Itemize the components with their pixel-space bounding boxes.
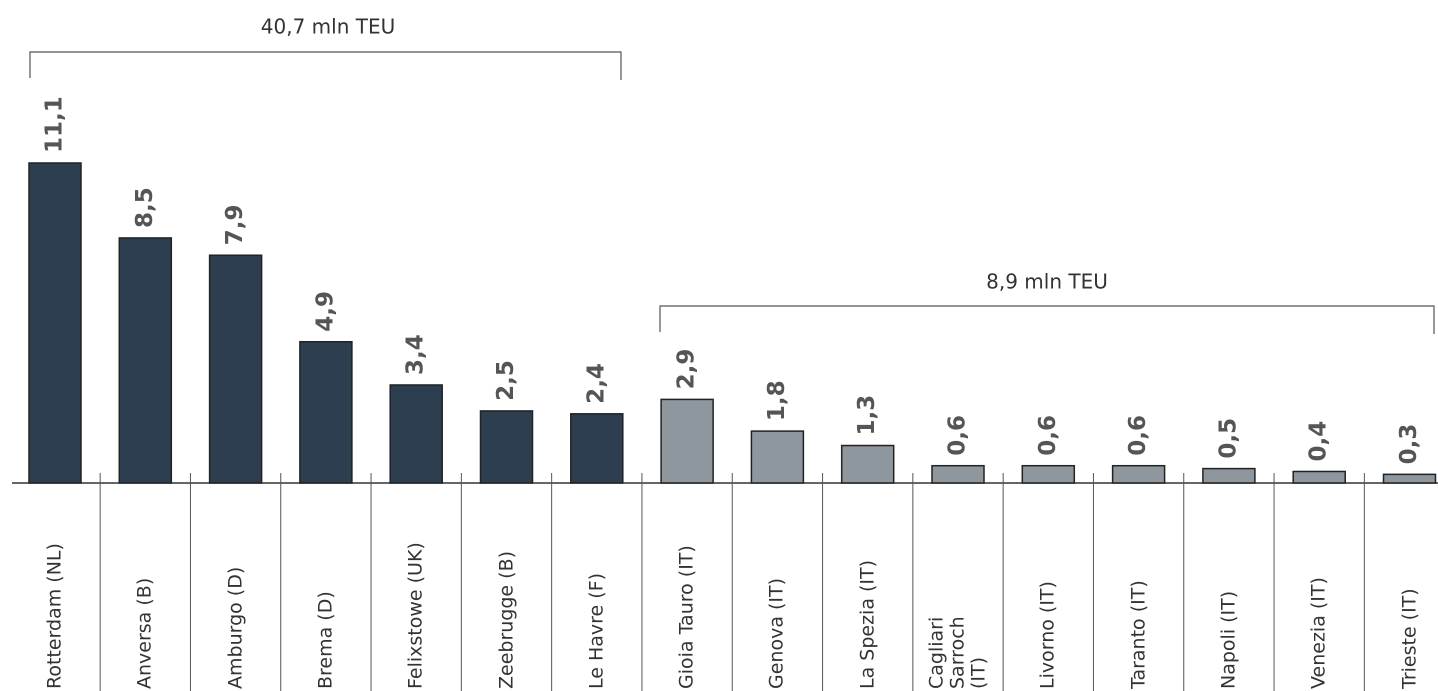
x-tick-label: Genova (IT) (765, 577, 788, 689)
x-tick-label: Gioia Tauro (IT) (675, 545, 698, 689)
x-tick-label: Napoli (IT) (1217, 590, 1240, 689)
bar (1292, 470, 1346, 484)
bracket (659, 305, 1435, 334)
annotation: 8,9 mln TEU (986, 270, 1108, 294)
x-tick-label: Brema (D) (314, 591, 337, 689)
value-label: 1,8 (764, 380, 790, 421)
x-tick-label: Le Havre (F) (585, 572, 608, 689)
value-label: 0,6 (1125, 415, 1151, 456)
bar (1111, 464, 1166, 484)
bar (1382, 473, 1437, 484)
value-label: 0,5 (1215, 418, 1241, 459)
value-label: 1,3 (854, 395, 880, 436)
bar (389, 384, 443, 484)
x-tick-label: Taranto (IT) (1127, 580, 1150, 689)
bar (479, 410, 534, 484)
x-tick-label: Cagliari Sarroch (IT) (925, 616, 990, 689)
value-label: 0,6 (1035, 415, 1061, 456)
bar (299, 340, 353, 484)
value-label: 2,9 (674, 349, 700, 390)
value-label: 2,4 (583, 363, 609, 404)
bar (1202, 467, 1256, 484)
value-label: 4,9 (312, 291, 338, 332)
bar (118, 237, 173, 484)
bracket (29, 51, 622, 80)
value-label: 2,5 (493, 360, 519, 401)
value-label: 7,9 (222, 205, 248, 246)
value-label: 11,1 (42, 96, 68, 153)
bar (208, 254, 263, 484)
bar (750, 430, 805, 484)
bar (28, 162, 82, 484)
x-tick-label: Trieste (IT) (1398, 588, 1420, 689)
x-tick-label: Amburgo (D) (224, 566, 247, 689)
x-tick-label: Venezia (IT) (1307, 577, 1330, 689)
bar (1021, 464, 1076, 484)
value-label: 0,3 (1396, 424, 1422, 465)
x-tick-label: Rotterdam (NL) (43, 543, 66, 689)
bar (931, 464, 985, 484)
x-tick-label: Felixstowe (UK) (404, 542, 427, 689)
bar (570, 413, 624, 484)
value-label: 0,4 (1306, 421, 1332, 462)
x-tick-label: Anversa (B) (133, 577, 156, 689)
value-label: 0,6 (945, 415, 971, 456)
bar (840, 444, 895, 484)
x-tick-label: Livorno (IT) (1036, 581, 1059, 689)
bar (660, 398, 714, 484)
value-label: 3,4 (403, 334, 429, 375)
annotation: 40,7 mln TEU (261, 15, 395, 39)
x-tick-label: La Spezia (IT) (856, 559, 879, 689)
value-label: 8,5 (132, 187, 158, 228)
x-tick-label: Zeebrugge (B) (495, 550, 517, 689)
